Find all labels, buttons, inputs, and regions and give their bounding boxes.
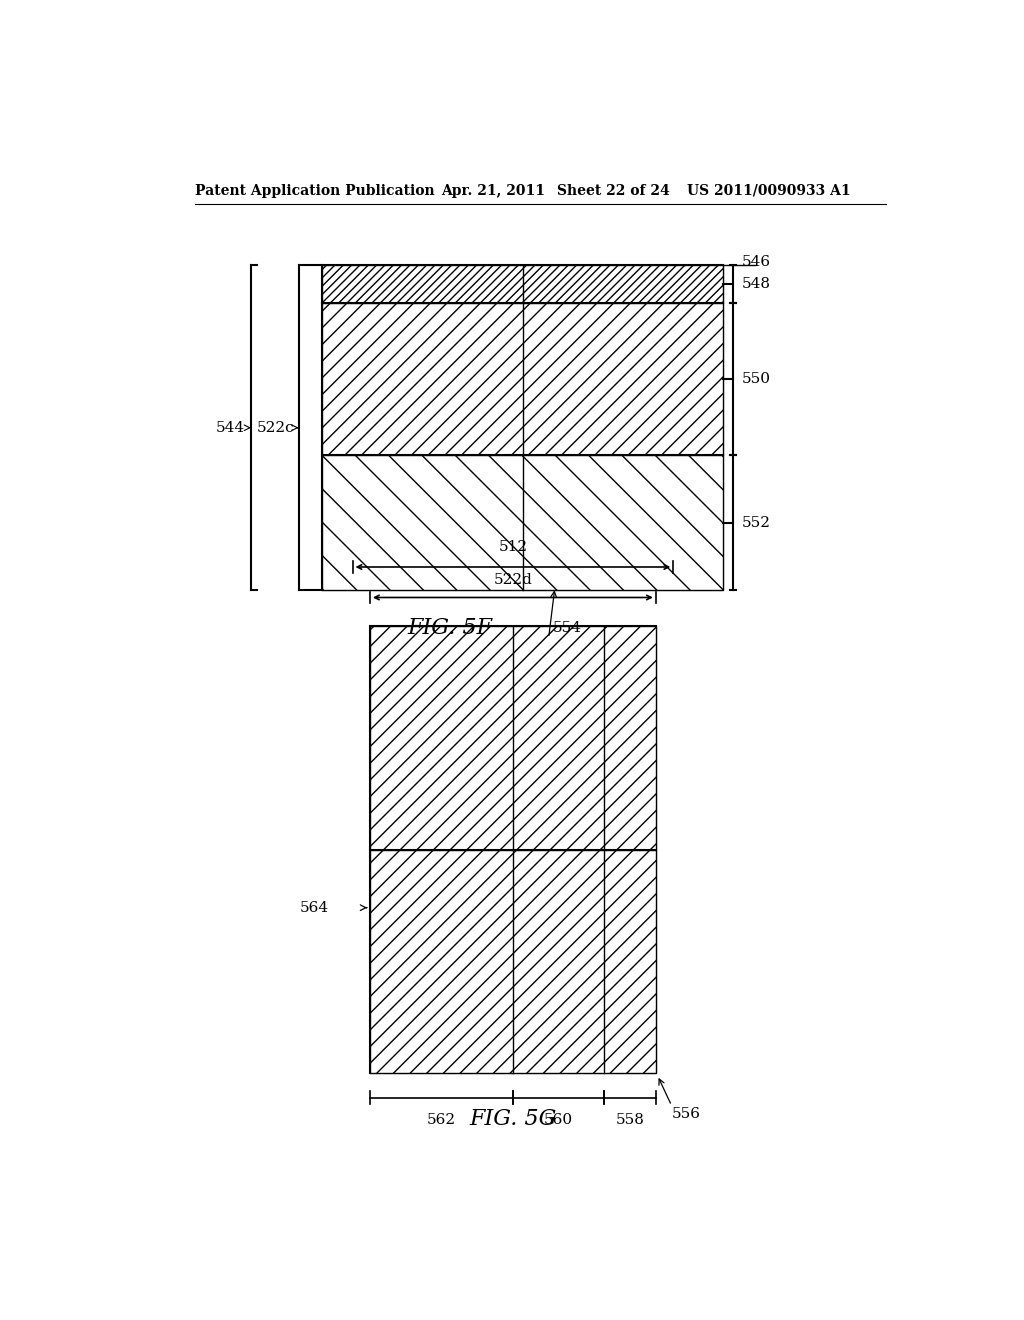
Text: 562: 562: [427, 1113, 456, 1127]
Text: 512: 512: [499, 540, 527, 554]
Text: 522c: 522c: [257, 421, 295, 434]
Text: 546: 546: [742, 255, 771, 269]
Text: 558: 558: [615, 1113, 644, 1127]
Text: 556: 556: [672, 1106, 700, 1121]
Text: Sheet 22 of 24: Sheet 22 of 24: [557, 183, 670, 198]
Text: 522d: 522d: [494, 573, 532, 587]
Text: FIG. 5F: FIG. 5F: [407, 616, 492, 639]
Bar: [323, 265, 723, 590]
Text: 550: 550: [742, 372, 771, 385]
Bar: [370, 850, 655, 1073]
Text: FIG. 5G: FIG. 5G: [469, 1107, 557, 1130]
Text: Patent Application Publication: Patent Application Publication: [196, 183, 435, 198]
Text: 564: 564: [300, 900, 329, 915]
Bar: [323, 265, 723, 302]
Text: 554: 554: [553, 620, 582, 635]
Bar: [323, 455, 723, 590]
Text: 548: 548: [742, 277, 771, 290]
Text: Apr. 21, 2011: Apr. 21, 2011: [441, 183, 546, 198]
Text: 552: 552: [742, 516, 771, 529]
Bar: [370, 626, 655, 1073]
Text: 560: 560: [544, 1113, 573, 1127]
Text: US 2011/0090933 A1: US 2011/0090933 A1: [687, 183, 851, 198]
Bar: [323, 302, 723, 455]
Bar: [370, 626, 655, 850]
Text: 544: 544: [215, 421, 245, 434]
